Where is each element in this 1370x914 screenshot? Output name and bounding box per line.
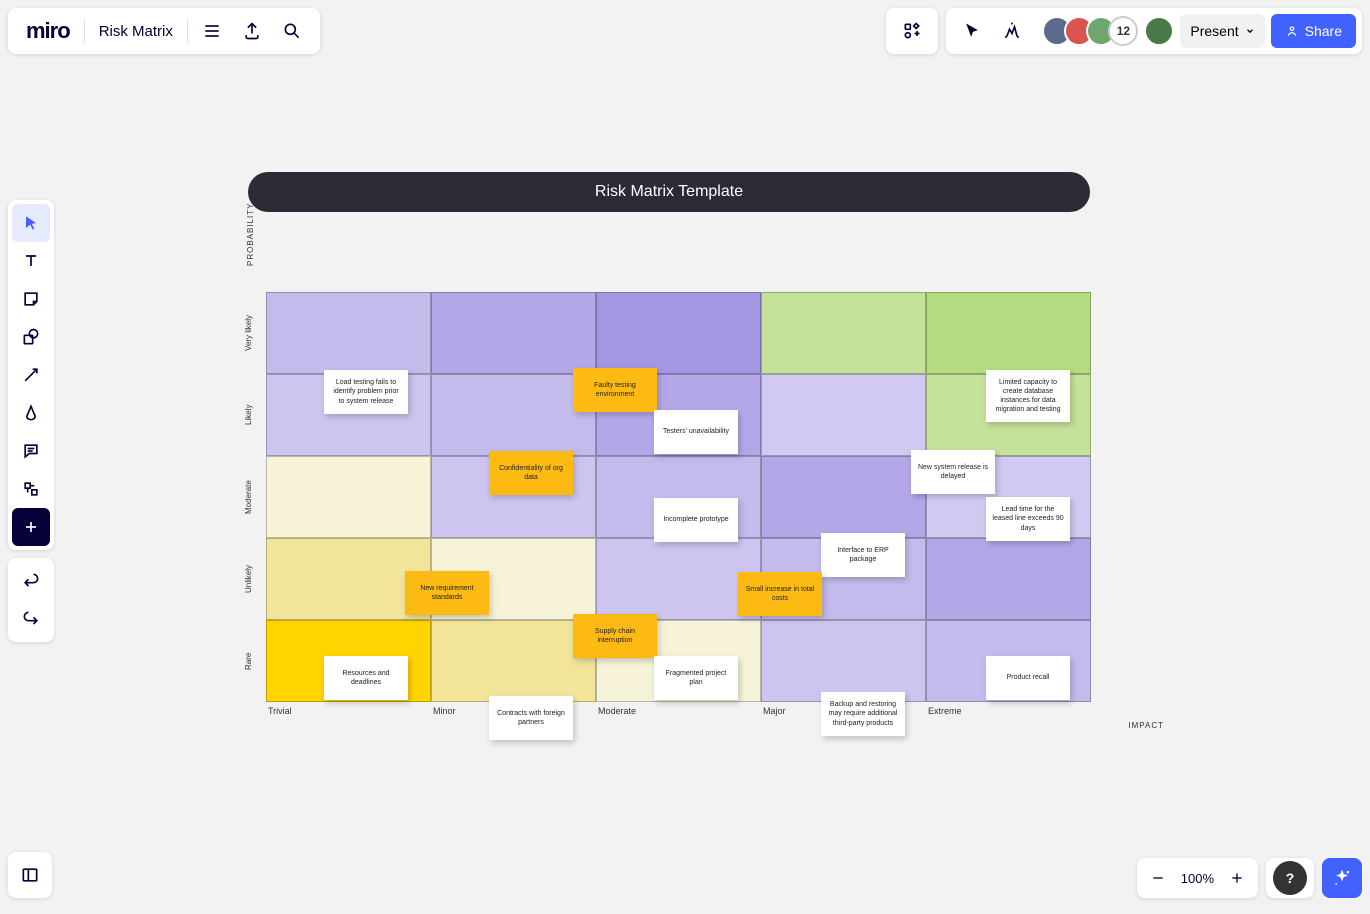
matrix-cell[interactable] [431,620,596,702]
matrix-banner[interactable]: Risk Matrix Template [248,172,1090,212]
share-label: Share [1305,23,1342,39]
sticky-note[interactable]: Contracts with foreign partners [489,696,573,740]
undo-button[interactable] [12,562,50,600]
help-button[interactable]: ? [1273,861,1307,895]
divider [187,19,188,43]
zoom-level[interactable]: 100% [1175,871,1220,886]
matrix-cell[interactable] [761,620,926,702]
text-tool[interactable] [12,242,50,280]
matrix-cell[interactable] [596,538,761,620]
sticky-note[interactable]: Testers' unavailability [654,410,738,454]
sticky-note[interactable]: Fragmented project plan [654,656,738,700]
sticky-note[interactable]: New system release is delayed [911,450,995,494]
sticky-note[interactable]: Product recall [986,656,1070,700]
frame-tool[interactable] [12,470,50,508]
collab-panel: 12 Present Share [946,8,1362,54]
more-tools[interactable] [12,508,50,546]
share-button[interactable]: Share [1271,14,1356,48]
avatar-count[interactable]: 12 [1108,16,1138,46]
x-tick: Moderate [596,706,761,716]
apps-panel [886,8,938,54]
sticky-note[interactable]: Load testing fails to identify problem p… [324,370,408,414]
sticky-note[interactable]: Limited capacity to create database inst… [986,370,1070,422]
shape-tool[interactable] [12,318,50,356]
matrix-cell[interactable] [761,374,926,456]
sticky-note[interactable]: New requirement standards [405,571,489,615]
header-left: miro Risk Matrix [8,8,320,54]
x-tick: Extreme [926,706,1091,716]
sticky-tool[interactable] [12,280,50,318]
redo-button[interactable] [12,600,50,638]
x-axis-label: IMPACT [1128,721,1164,730]
sticky-note[interactable]: Small increase in total costs [738,572,822,616]
history-group [8,558,54,642]
reactions-icon[interactable] [992,11,1032,51]
sticky-note[interactable]: Supply chain interruption [573,614,657,658]
search-icon[interactable] [272,11,312,51]
tools-group [8,200,54,550]
y-tick: Unlikely [244,538,253,620]
matrix-grid [266,292,1091,702]
header-right: 12 Present Share [886,8,1362,54]
zoom-group: 100% [1137,858,1258,898]
sticky-note[interactable]: Lead time for the leased line exceeds 90… [986,497,1070,541]
matrix-cell[interactable] [761,292,926,374]
toolbar-left [8,200,54,642]
board-name[interactable]: Risk Matrix [89,23,183,40]
matrix-cell[interactable] [926,538,1091,620]
zoom-out-button[interactable] [1141,861,1175,895]
person-icon [1285,24,1299,38]
y-tick: Likely [244,374,253,456]
sticky-note[interactable]: Interface to ERP package [821,533,905,577]
matrix: PROBABILITY IMPACT Very likelyLikelyMode… [248,230,1128,716]
present-button[interactable]: Present [1180,14,1264,48]
sticky-note[interactable]: Resources and deadlines [324,656,408,700]
y-ticks: Very likelyLikelyModerateUnlikelyRare [244,292,253,702]
logo[interactable]: miro [16,18,80,44]
sticky-note[interactable]: Confidentiality of org data [489,451,573,495]
help-group: ? [1266,858,1314,898]
y-axis-label: PROBABILITY [246,203,255,266]
canvas[interactable]: Risk Matrix Template PROBABILITY IMPACT … [248,172,1128,716]
line-tool[interactable] [12,356,50,394]
pen-tool[interactable] [12,394,50,432]
apps-icon[interactable] [892,11,932,51]
y-tick: Very likely [244,292,253,374]
y-tick: Moderate [244,456,253,538]
matrix-cell[interactable] [431,374,596,456]
chevron-down-icon [1245,26,1255,36]
matrix-cell[interactable] [431,292,596,374]
zoom-bar: 100% ? [1137,858,1362,898]
matrix-cell[interactable] [926,292,1091,374]
matrix-cell[interactable] [266,456,431,538]
comment-tool[interactable] [12,432,50,470]
export-icon[interactable] [232,11,272,51]
cursor-icon[interactable] [952,11,992,51]
present-label: Present [1190,23,1238,39]
divider [84,19,85,43]
ai-button[interactable] [1322,858,1362,898]
select-tool[interactable] [12,204,50,242]
y-tick: Rare [244,620,253,702]
bottom-left-panel [8,852,52,898]
x-tick: Trivial [266,706,431,716]
panel-toggle-icon[interactable] [10,855,50,895]
matrix-cell[interactable] [596,292,761,374]
x-ticks: TrivialMinorModerateMajorExtreme [266,706,1091,716]
matrix-cell[interactable] [266,292,431,374]
sticky-note[interactable]: Incomplete prototype [654,498,738,542]
matrix-cell[interactable] [761,456,926,538]
zoom-in-button[interactable] [1220,861,1254,895]
avatar[interactable] [1144,16,1174,46]
sticky-note[interactable]: Backup and restoring may require additio… [821,692,905,736]
sticky-note[interactable]: Faulty testing environment [573,368,657,412]
menu-icon[interactable] [192,11,232,51]
